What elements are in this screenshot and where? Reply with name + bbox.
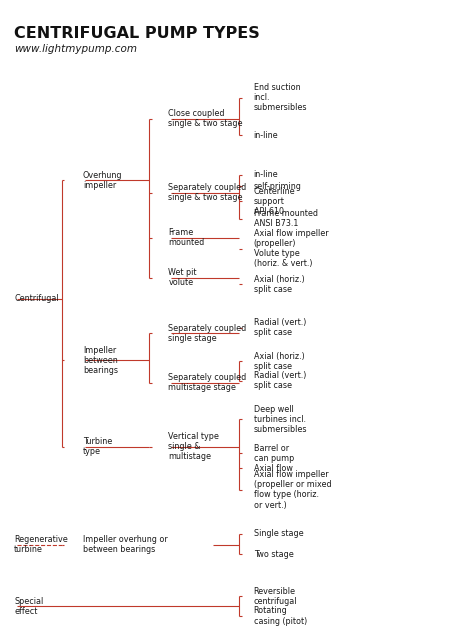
Text: Radial (vert.)
split case: Radial (vert.) split case [254,318,306,338]
Text: Radial (vert.)
split case: Radial (vert.) split case [254,371,306,390]
Text: Turbine
type: Turbine type [83,437,112,457]
Text: Separately coupled
single stage: Separately coupled single stage [168,323,246,343]
Text: Wet pit
volute: Wet pit volute [168,268,197,287]
Text: End suction
incl.
submersibles: End suction incl. submersibles [254,83,307,113]
Text: Vertical type
single &
multistage: Vertical type single & multistage [168,432,219,462]
Text: Deep well
turbines incl.
submersibles: Deep well turbines incl. submersibles [254,404,307,434]
Text: Separately coupled
multistage stage: Separately coupled multistage stage [168,373,246,392]
Text: Regenerative
turbine: Regenerative turbine [14,535,68,554]
Text: Frame
mounted: Frame mounted [168,228,204,248]
Text: Centrifugal: Centrifugal [14,294,59,303]
Text: Special
effect: Special effect [14,597,44,616]
Text: Overhung
impeller: Overhung impeller [83,170,122,190]
Text: Reversible
centrifugal: Reversible centrifugal [254,586,297,606]
Text: Close coupled
single & two stage: Close coupled single & two stage [168,109,243,129]
Text: Frame mounted
ANSI B73.1: Frame mounted ANSI B73.1 [254,209,318,228]
Text: Axial flow: Axial flow [254,464,292,473]
Text: Centerline
support
API 610: Centerline support API 610 [254,186,295,216]
Text: CENTRIFUGAL PUMP TYPES: CENTRIFUGAL PUMP TYPES [14,26,260,41]
Text: www.lightmypump.com: www.lightmypump.com [14,44,137,54]
Text: Axial flow impeller
(propeller or mixed
flow type (horiz.
or vert.): Axial flow impeller (propeller or mixed … [254,471,331,509]
Text: Two stage: Two stage [254,550,293,559]
Text: in-line: in-line [254,131,278,140]
Text: Rotating
casing (pitot): Rotating casing (pitot) [254,606,307,626]
Text: Impeller
between
bearings: Impeller between bearings [83,345,118,375]
Text: Axial (horiz.)
split case: Axial (horiz.) split case [254,352,304,371]
Text: Single stage: Single stage [254,529,303,538]
Text: Separately coupled
single & two stage: Separately coupled single & two stage [168,183,246,203]
Text: in-line: in-line [254,170,278,179]
Text: Impeller overhung or
between bearings: Impeller overhung or between bearings [83,535,168,554]
Text: Axial (horiz.)
split case: Axial (horiz.) split case [254,275,304,294]
Text: Barrel or
can pump: Barrel or can pump [254,444,294,463]
Text: Axial flow impeller
(propeller)
Volute type
(horiz. & vert.): Axial flow impeller (propeller) Volute t… [254,230,328,268]
Text: self-priming: self-priming [254,182,301,191]
